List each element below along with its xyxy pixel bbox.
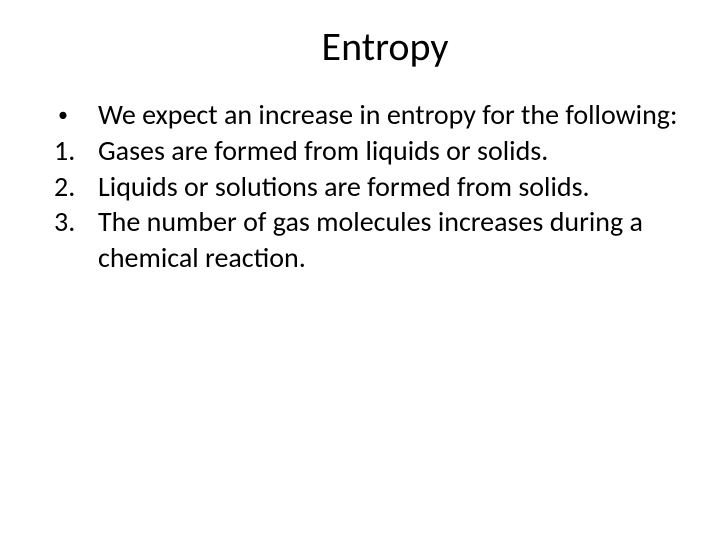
slide-title: Entropy xyxy=(82,22,688,71)
list-item: 3. The number of gas molecules increases… xyxy=(48,204,680,276)
bullet-marker: • xyxy=(48,97,98,129)
list-marker: 3. xyxy=(48,204,98,240)
list-text: Gases are formed from liquids or solids. xyxy=(98,133,680,169)
bullet-row: • We expect an increase in entropy for t… xyxy=(48,97,680,133)
list-item: 2. Liquids or solutions are formed from … xyxy=(48,169,680,205)
bullet-text: We expect an increase in entropy for the… xyxy=(98,97,680,133)
list-text: The number of gas molecules increases du… xyxy=(98,204,680,276)
list-marker: 2. xyxy=(48,169,98,205)
list-text: Liquids or solutions are formed from sol… xyxy=(98,169,680,205)
slide-content: • We expect an increase in entropy for t… xyxy=(32,97,688,276)
list-marker: 1. xyxy=(48,133,98,169)
slide-container: Entropy • We expect an increase in entro… xyxy=(0,0,720,540)
list-item: 1. Gases are formed from liquids or soli… xyxy=(48,133,680,169)
